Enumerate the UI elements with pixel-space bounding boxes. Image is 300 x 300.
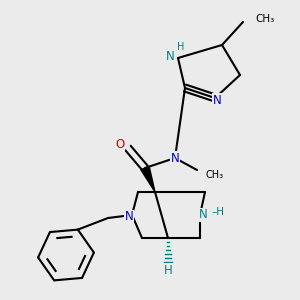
Text: N: N [124, 211, 134, 224]
Text: N: N [199, 208, 207, 221]
Polygon shape [141, 166, 155, 192]
Text: H: H [177, 42, 185, 52]
Text: –H: –H [212, 207, 224, 217]
Text: H: H [164, 263, 172, 277]
Text: CH₃: CH₃ [255, 14, 274, 24]
Text: CH₃: CH₃ [205, 170, 223, 180]
Text: N: N [171, 152, 179, 164]
Text: O: O [116, 139, 124, 152]
Text: N: N [166, 50, 174, 62]
Text: N: N [213, 94, 221, 106]
